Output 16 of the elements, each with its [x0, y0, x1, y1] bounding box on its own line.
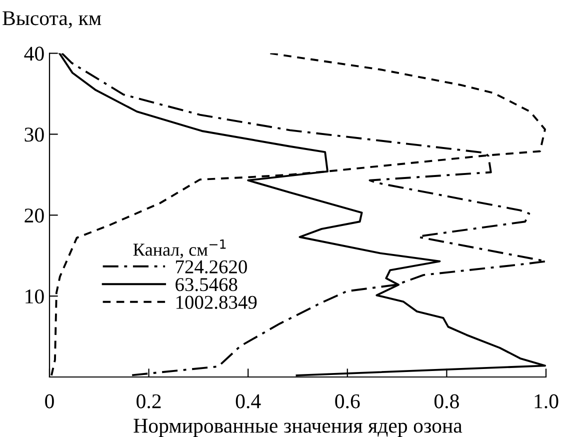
y-tick-label: 10 — [26, 289, 44, 304]
y-tick-label: 20 — [24, 208, 44, 223]
legend-title: Канал, см$^{−1}$ — [133, 240, 226, 258]
legend-label: 724.2620 — [176, 260, 247, 274]
x-tick-label: 0.4 — [236, 394, 261, 408]
x-tick-label: 0.8 — [434, 394, 459, 408]
x-axis-title: Нормированные значения ядер озона — [134, 418, 462, 437]
x-tick-label: 1.0 — [534, 394, 558, 408]
x-tick-label: 0.6 — [335, 394, 360, 408]
legend-label: 63.5468 — [176, 278, 238, 292]
y-tick-label: 40 — [24, 46, 44, 61]
y-tick-label: 30 — [24, 128, 44, 142]
y-axis-title: Высота, км — [2, 11, 102, 28]
x-tick-label: 0 — [45, 394, 54, 408]
legend-label: 1002.8349 — [176, 296, 257, 309]
x-tick-label: 0.2 — [136, 394, 161, 408]
